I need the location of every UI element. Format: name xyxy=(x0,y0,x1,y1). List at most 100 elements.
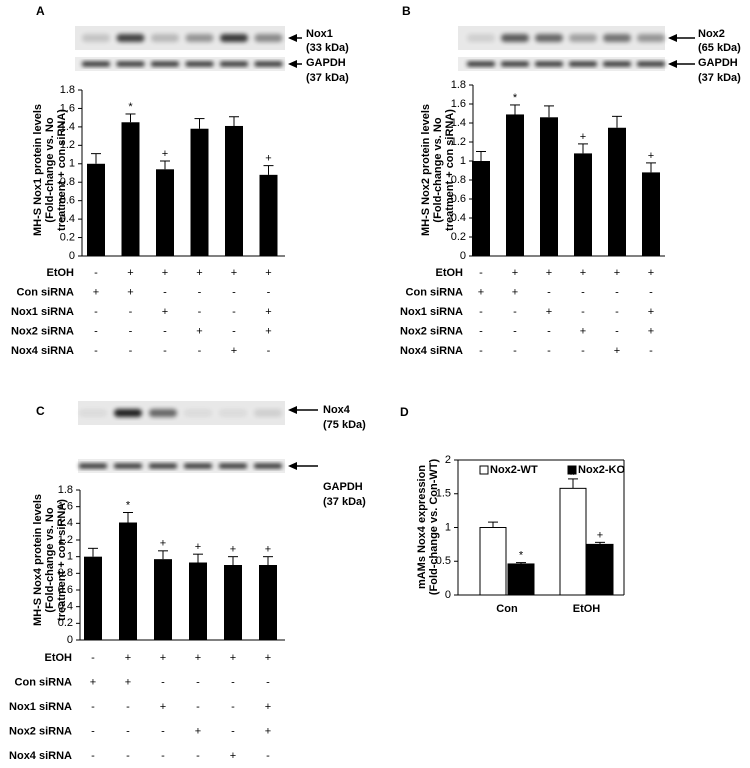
treatment-label: Nox4 siRNA xyxy=(11,345,74,357)
blot-band xyxy=(149,463,177,469)
bar xyxy=(156,169,174,256)
legend-swatch xyxy=(479,465,489,475)
y-tick-label: 1.6 xyxy=(451,98,466,110)
y-tick-label: 1.2 xyxy=(451,136,466,148)
y-tick-label: 1.6 xyxy=(58,501,73,513)
treatment-sign: - xyxy=(513,306,517,318)
blot-band xyxy=(151,34,179,42)
treatment-sign: - xyxy=(129,345,133,357)
bar xyxy=(190,128,209,256)
bar xyxy=(642,172,660,256)
blot-band xyxy=(501,61,529,67)
treatment-sign: + xyxy=(230,652,236,664)
treatment-sign: - xyxy=(94,345,98,357)
blot-band xyxy=(501,34,529,42)
significance-mark: * xyxy=(128,101,133,113)
bar xyxy=(479,527,507,596)
bar xyxy=(259,565,277,640)
treatment-sign: - xyxy=(479,267,483,279)
treatment-sign: + xyxy=(162,267,168,279)
treatment-sign: + xyxy=(265,306,271,318)
y-tick-label: 1.4 xyxy=(60,121,75,133)
treatment-sign: - xyxy=(479,325,483,337)
significance-mark: + xyxy=(162,148,168,160)
treatment-label: Nox4 siRNA xyxy=(400,345,463,357)
treatment-sign: - xyxy=(513,325,517,337)
blot-band xyxy=(603,34,631,42)
treatment-sign: - xyxy=(196,750,200,762)
bar xyxy=(225,125,243,256)
treatment-sign: - xyxy=(126,701,130,713)
blot-label: (37 kDa) xyxy=(323,496,366,508)
treatment-sign: + xyxy=(512,267,518,279)
treatment-sign: + xyxy=(614,267,620,279)
treatment-sign: + xyxy=(580,325,586,337)
y-axis-label: treatment + con siRNA) xyxy=(56,499,68,621)
blot-band xyxy=(116,61,145,67)
bar xyxy=(84,556,102,640)
significance-mark: + xyxy=(230,544,236,556)
treatment-label: Con siRNA xyxy=(15,676,73,688)
treatment-sign: + xyxy=(265,652,271,664)
blot-band xyxy=(82,34,110,42)
treatment-sign: + xyxy=(93,286,99,298)
blot-band xyxy=(185,34,214,42)
treatment-sign: - xyxy=(129,325,133,337)
blot-band xyxy=(79,409,107,417)
treatment-sign: - xyxy=(161,725,165,737)
y-axis-label: (Fold-change vs. No xyxy=(432,117,444,222)
bar xyxy=(154,559,172,640)
bar xyxy=(472,161,490,256)
significance-mark: + xyxy=(597,529,603,541)
treatment-sign: + xyxy=(231,267,237,279)
treatment-sign: - xyxy=(615,306,619,318)
treatment-sign: - xyxy=(198,286,202,298)
y-tick-label: 1 xyxy=(460,155,466,167)
bar xyxy=(506,114,524,256)
blot-band xyxy=(114,409,142,417)
legend-swatch xyxy=(567,465,577,475)
y-tick-label: 0.6 xyxy=(58,584,73,596)
treatment-label: Nox2 siRNA xyxy=(9,725,72,737)
treatment-sign: - xyxy=(163,345,167,357)
treatment-sign: - xyxy=(161,750,165,762)
treatment-sign: + xyxy=(478,286,484,298)
blot-background xyxy=(78,401,285,425)
blot-band xyxy=(535,61,563,67)
treatment-sign: - xyxy=(126,750,130,762)
treatment-sign: + xyxy=(196,267,202,279)
y-axis-label: MH-S Nox1 protein levels xyxy=(32,104,44,236)
legend-label: Nox2-WT xyxy=(490,464,538,476)
blot-label: (65 kDa) xyxy=(698,42,741,54)
bar xyxy=(259,174,278,256)
blot-band xyxy=(185,61,214,67)
blot-band xyxy=(254,34,283,42)
treatment-sign: - xyxy=(649,345,653,357)
treatment-sign: - xyxy=(91,652,95,664)
y-tick-label: 1.2 xyxy=(60,139,75,151)
blot-band xyxy=(220,61,248,67)
bar xyxy=(189,562,207,640)
treatment-sign: - xyxy=(94,325,98,337)
treatment-sign: + xyxy=(195,652,201,664)
treatment-sign: - xyxy=(615,286,619,298)
blot-band xyxy=(116,34,145,42)
y-tick-label: 0.2 xyxy=(451,231,466,243)
panel-letter: D xyxy=(400,405,409,419)
treatment-sign: - xyxy=(198,306,202,318)
arrow-head xyxy=(288,462,297,470)
blot-band xyxy=(535,34,563,42)
treatment-label: EtOH xyxy=(47,267,75,279)
blot-band xyxy=(114,463,142,469)
blot-band xyxy=(254,463,282,469)
treatment-sign: - xyxy=(615,325,619,337)
treatment-sign: - xyxy=(267,345,271,357)
blot-label: (37 kDa) xyxy=(306,72,349,84)
blot-band xyxy=(569,61,597,67)
blot-label: Nox1 xyxy=(306,28,333,40)
blot-label: GAPDH xyxy=(323,481,363,493)
treatment-sign: - xyxy=(547,286,551,298)
significance-mark: * xyxy=(519,550,524,562)
treatment-sign: - xyxy=(129,306,133,318)
treatment-sign: + xyxy=(265,725,271,737)
